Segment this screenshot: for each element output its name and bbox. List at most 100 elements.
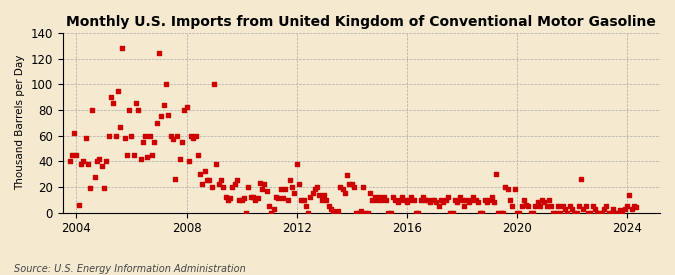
Point — [608, 207, 618, 211]
Point — [69, 131, 80, 135]
Point — [454, 195, 465, 199]
Point — [220, 195, 231, 199]
Point — [310, 187, 321, 192]
Point — [355, 209, 366, 213]
Point — [82, 162, 93, 166]
Point — [424, 200, 435, 205]
Point — [335, 185, 346, 189]
Point — [612, 210, 623, 215]
Point — [456, 197, 467, 202]
Point — [551, 210, 562, 215]
Point — [176, 140, 187, 144]
Point — [482, 200, 493, 205]
Point — [97, 164, 107, 169]
Point — [87, 108, 98, 112]
Point — [576, 177, 587, 182]
Point — [230, 182, 240, 186]
Point — [541, 204, 552, 208]
Point — [364, 191, 375, 196]
Point — [112, 89, 123, 93]
Point — [564, 204, 575, 208]
Point — [461, 197, 472, 202]
Point — [190, 133, 201, 138]
Point — [470, 197, 481, 202]
Point — [314, 192, 325, 197]
Point — [562, 210, 572, 215]
Point — [610, 210, 621, 215]
Point — [78, 159, 88, 163]
Point — [509, 187, 520, 192]
Point — [516, 204, 527, 208]
Point — [149, 140, 160, 144]
Point — [300, 204, 311, 208]
Point — [188, 136, 199, 140]
Point — [385, 210, 396, 215]
Point — [433, 204, 444, 208]
Point — [284, 178, 295, 183]
Point — [410, 210, 421, 215]
Point — [622, 204, 632, 208]
Point — [443, 195, 454, 199]
Point — [558, 204, 568, 208]
Point — [594, 210, 605, 215]
Point — [195, 172, 206, 176]
Point — [440, 197, 451, 202]
Point — [192, 153, 203, 157]
Point — [296, 197, 306, 202]
Point — [241, 210, 252, 215]
Point — [94, 156, 105, 161]
Point — [342, 173, 352, 178]
Point — [161, 82, 171, 86]
Point — [518, 197, 529, 202]
Point — [90, 174, 101, 179]
Point — [406, 195, 417, 199]
Point — [512, 210, 522, 215]
Point — [394, 197, 405, 202]
Point — [583, 210, 593, 215]
Point — [184, 159, 194, 163]
Text: Source: U.S. Energy Information Administration: Source: U.S. Energy Information Administ… — [14, 264, 245, 274]
Point — [505, 197, 516, 202]
Point — [353, 210, 364, 215]
Point — [450, 197, 460, 202]
Point — [497, 210, 508, 215]
Point — [154, 51, 165, 56]
Point — [122, 153, 132, 157]
Point — [362, 210, 373, 215]
Point — [71, 153, 82, 157]
Point — [204, 178, 215, 183]
Point — [167, 137, 178, 142]
Point — [92, 159, 103, 163]
Point — [351, 210, 362, 215]
Point — [408, 197, 419, 202]
Point — [548, 210, 559, 215]
Point — [569, 210, 580, 215]
Point — [279, 187, 290, 192]
Point — [76, 162, 86, 166]
Point — [381, 197, 392, 202]
Point — [500, 185, 511, 189]
Point — [80, 136, 91, 140]
Point — [179, 108, 190, 112]
Point — [227, 185, 238, 189]
Point — [138, 140, 148, 144]
Point — [580, 204, 591, 208]
Point — [236, 197, 247, 202]
Point — [420, 197, 431, 202]
Point — [539, 200, 549, 205]
Point — [133, 108, 144, 112]
Point — [477, 210, 488, 215]
Point — [119, 136, 130, 140]
Point — [626, 207, 637, 211]
Point — [484, 197, 495, 202]
Point — [319, 192, 329, 197]
Point — [321, 197, 332, 202]
Point — [429, 197, 439, 202]
Point — [389, 197, 400, 202]
Point — [546, 204, 557, 208]
Point — [535, 204, 545, 208]
Point — [458, 204, 469, 208]
Point — [266, 210, 277, 215]
Point — [259, 182, 270, 186]
Point — [158, 103, 169, 107]
